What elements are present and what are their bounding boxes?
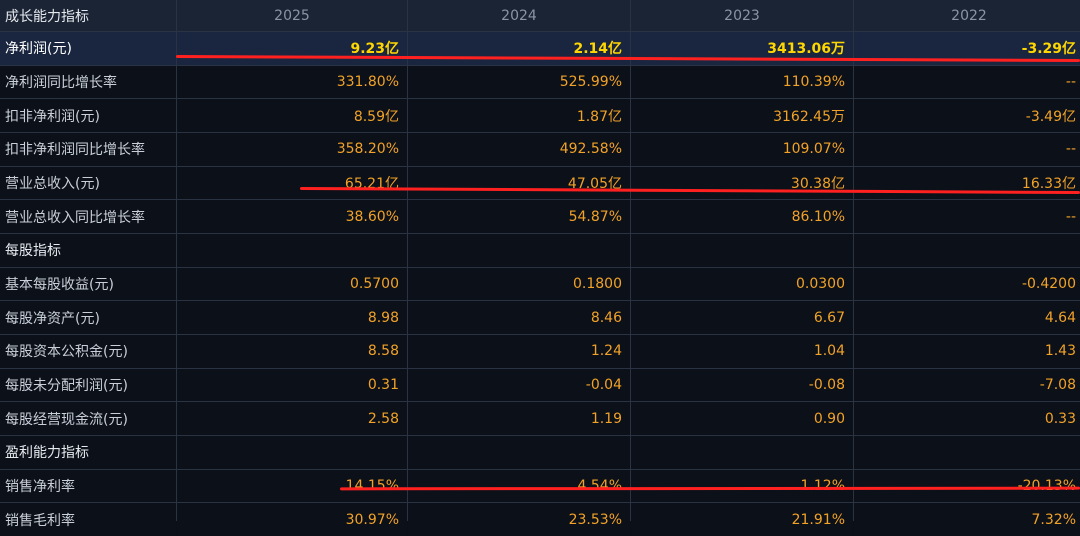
annotation-underline-net-margin [339, 486, 1080, 491]
value-cell: -0.08 [631, 368, 853, 402]
row-label: 销售净利率 [0, 469, 176, 503]
value-cell: -0.4200 [854, 267, 1080, 301]
empty-cell [854, 435, 1080, 469]
row-label: 净利润同比增长率 [0, 65, 176, 99]
row-label: 营业总收入(元) [0, 166, 176, 200]
value-cell: 7.32% [854, 503, 1080, 536]
value-cell: 109.07% [631, 132, 853, 166]
value-cell: 358.20% [177, 132, 407, 166]
empty-cell [631, 435, 853, 469]
value-cell: 525.99% [408, 65, 630, 99]
value-cell: -- [854, 132, 1080, 166]
value-cell: 8.46 [408, 301, 630, 334]
value-cell: 1.24 [408, 334, 630, 368]
value-cell: 4.54% [408, 469, 630, 503]
value-cell: 6.67 [631, 301, 853, 334]
value-cell: 492.58% [408, 132, 630, 166]
value-cell: 1.87亿 [408, 99, 630, 132]
empty-cell [854, 233, 1080, 267]
empty-cell [631, 233, 853, 267]
row-label: 每股资本公积金(元) [0, 334, 176, 368]
value-cell: 38.60% [177, 200, 407, 233]
value-cell: 30.97% [177, 503, 407, 536]
value-cell: 110.39% [631, 65, 853, 99]
value-cell: 14.15% [177, 469, 407, 503]
value-cell: 0.5700 [177, 267, 407, 301]
value-cell: -- [854, 65, 1080, 99]
value-cell: 65.21亿 [177, 166, 407, 200]
section-label: 盈利能力指标 [0, 435, 176, 469]
value-cell: 47.05亿 [408, 166, 630, 200]
value-cell: -3.49亿 [854, 99, 1080, 132]
value-cell: 0.31 [177, 368, 407, 402]
value-cell: 16.33亿 [854, 166, 1080, 200]
empty-cell [408, 435, 630, 469]
value-cell: 30.38亿 [631, 166, 853, 200]
row-label: 净利润(元) [0, 32, 176, 65]
row-label: 每股经营现金流(元) [0, 402, 176, 435]
value-cell: 8.58 [177, 334, 407, 368]
value-cell: 9.23亿 [177, 32, 407, 65]
value-cell: 0.33 [854, 402, 1080, 435]
row-label: 基本每股收益(元) [0, 267, 176, 301]
value-cell: -- [854, 200, 1080, 233]
row-label: 扣非净利润(元) [0, 99, 176, 132]
section-label: 每股指标 [0, 233, 176, 267]
table-title: 成长能力指标 [0, 0, 176, 31]
value-cell: 1.43 [854, 334, 1080, 368]
year-header-2022[interactable]: 2022 [854, 0, 1080, 31]
row-label: 销售毛利率 [0, 503, 176, 536]
value-cell: 0.0300 [631, 267, 853, 301]
value-cell: -20.13% [854, 469, 1080, 503]
empty-cell [177, 233, 407, 267]
value-cell: 0.90 [631, 402, 853, 435]
value-cell: 8.59亿 [177, 99, 407, 132]
value-cell: 0.1800 [408, 267, 630, 301]
row-label: 扣非净利润同比增长率 [0, 132, 176, 166]
value-cell: 4.64 [854, 301, 1080, 334]
value-cell: 3162.45万 [631, 99, 853, 132]
value-cell: 21.91% [631, 503, 853, 536]
value-cell: 331.80% [177, 65, 407, 99]
empty-cell [177, 435, 407, 469]
value-cell: -7.08 [854, 368, 1080, 402]
value-cell: 23.53% [408, 503, 630, 536]
value-cell: 54.87% [408, 200, 630, 233]
row-label: 每股未分配利润(元) [0, 368, 176, 402]
empty-cell [408, 233, 630, 267]
row-label: 每股净资产(元) [0, 301, 176, 334]
value-cell: 8.98 [177, 301, 407, 334]
year-header-2023[interactable]: 2023 [631, 0, 853, 31]
value-cell: 1.19 [408, 402, 630, 435]
value-cell: 86.10% [631, 200, 853, 233]
row-label: 营业总收入同比增长率 [0, 200, 176, 233]
value-cell: 1.12% [631, 469, 853, 503]
value-cell: -0.04 [408, 368, 630, 402]
year-header-2025[interactable]: 2025 [177, 0, 407, 31]
year-header-2024[interactable]: 2024 [408, 0, 630, 31]
value-cell: 1.04 [631, 334, 853, 368]
value-cell: 2.58 [177, 402, 407, 435]
